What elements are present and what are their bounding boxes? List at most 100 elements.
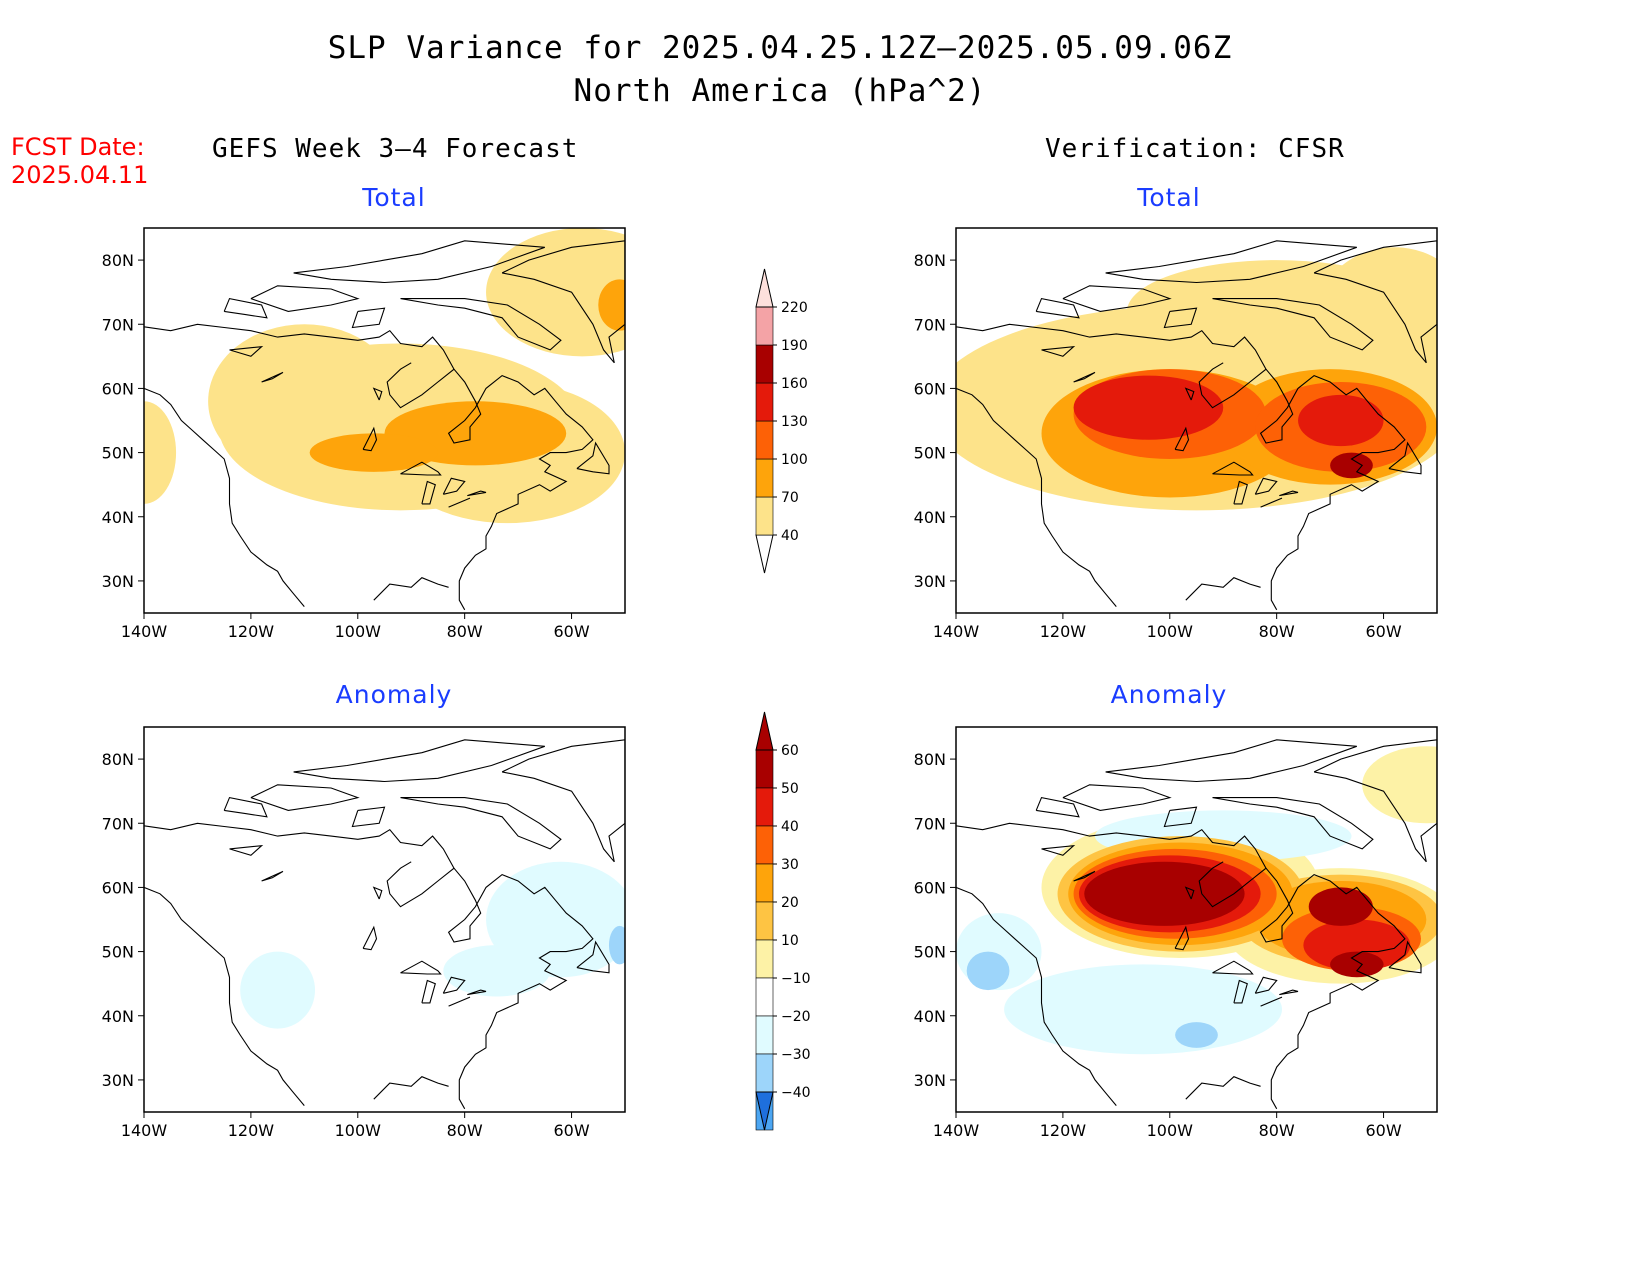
coastline — [250, 285, 360, 312]
colorbar-label: 220 — [781, 300, 808, 316]
colorbar-label: 40 — [781, 528, 799, 544]
colorbar-label: 50 — [781, 781, 799, 797]
coastline — [1254, 976, 1278, 994]
shaded-area — [1330, 951, 1384, 978]
coastline — [1174, 426, 1190, 452]
colorbar-label: 40 — [781, 819, 799, 835]
lat-tick-label: 50N — [914, 943, 946, 962]
coastline — [1212, 797, 1374, 850]
coastline — [1185, 577, 1261, 601]
right-heading: Verification: CFSR — [1045, 134, 1345, 164]
lon-tick-label: 140W — [933, 622, 980, 641]
lat-tick-label: 40N — [914, 508, 946, 527]
coastline — [362, 925, 378, 951]
coastline — [223, 297, 268, 319]
map-panel-obs_total: 30N 40N 50N 60N 70N 80N 140W 120W 100W 80W 60W — [914, 227, 1438, 641]
coastline — [1105, 240, 1357, 284]
coastline — [293, 240, 545, 284]
coastline — [1041, 345, 1076, 357]
coastline — [351, 806, 386, 828]
lat-tick-label: 30N — [914, 1071, 946, 1090]
colorbar-swatch — [755, 787, 774, 827]
coastline — [1035, 297, 1080, 319]
coastline — [1073, 870, 1096, 882]
coastline — [1313, 739, 1437, 863]
shaded-area — [1362, 746, 1437, 824]
shaded-area — [1175, 1022, 1218, 1048]
coastline — [956, 822, 1267, 908]
lat-tick-label: 50N — [102, 943, 134, 962]
coastline — [467, 989, 487, 996]
fcst-date: 2025.04.11 — [11, 161, 149, 189]
coastline — [1233, 979, 1248, 1004]
coastline — [1035, 796, 1080, 818]
lat-tick-label: 60N — [914, 379, 946, 398]
coastline-layer — [144, 240, 625, 611]
lat-tick-label: 80N — [914, 750, 946, 769]
coastline — [373, 577, 449, 601]
shading-layer — [956, 247, 1437, 511]
lat-tick-label: 30N — [914, 572, 946, 591]
map-frame — [143, 227, 626, 614]
colorbar-label: 160 — [781, 376, 808, 392]
lon-tick-label: 120W — [228, 622, 275, 641]
lon-tick-label: 140W — [121, 1121, 168, 1140]
coastline — [956, 886, 1117, 1106]
colorbar-swatch — [755, 977, 774, 1017]
coastline — [421, 480, 436, 505]
lon-tick-label: 60W — [553, 622, 589, 641]
coastline — [373, 1076, 449, 1100]
coastline — [447, 867, 594, 1110]
coastline — [1279, 490, 1299, 497]
lon-tick-label: 100W — [335, 622, 382, 641]
lat-tick-label: 70N — [102, 814, 134, 833]
colorbar-swatch — [755, 420, 774, 460]
fcst-label: FCST Date: — [11, 133, 145, 161]
lat-tick-label: 70N — [914, 814, 946, 833]
shaded-area — [1308, 887, 1373, 926]
coastline — [1388, 940, 1422, 974]
map-frame — [955, 726, 1438, 1113]
lon-tick-label: 60W — [1365, 1121, 1401, 1140]
coastline — [1260, 996, 1283, 1007]
lon-tick-label: 80W — [1259, 1121, 1295, 1140]
shading-layer — [144, 228, 625, 524]
coastline — [1233, 480, 1248, 505]
coastline — [1259, 867, 1406, 1110]
coastline — [1062, 285, 1172, 312]
lon-tick-label: 80W — [447, 622, 483, 641]
lon-tick-label: 80W — [1259, 622, 1295, 641]
map-frame — [143, 726, 626, 1113]
coastline — [400, 461, 442, 476]
colorbar-label: 130 — [781, 414, 808, 430]
coastline — [1313, 240, 1437, 364]
lat-tick-label: 30N — [102, 1071, 134, 1090]
main-title: SLP Variance for 2025.04.25.12Z–2025.05.… — [327, 30, 1233, 66]
colorbar-label: 30 — [781, 857, 799, 873]
lon-tick-label: 100W — [1147, 622, 1194, 641]
coastline — [1184, 886, 1195, 900]
coastline — [293, 739, 545, 783]
colorbar-high-arrow — [755, 268, 774, 308]
colorbar-swatch — [755, 901, 774, 941]
map-panel-fc_anom: 30N 40N 50N 60N 70N 80N 140W 120W 100W 80W 60W — [102, 726, 626, 1140]
colorbar-label: −30 — [781, 1047, 811, 1063]
shaded-area — [966, 951, 1010, 991]
colorbar-label: −20 — [781, 1009, 811, 1025]
colorbar-swatch — [755, 863, 774, 903]
coastline — [372, 387, 383, 401]
coastline — [223, 796, 268, 818]
lat-tick-label: 40N — [102, 508, 134, 527]
lat-tick-label: 80N — [102, 251, 134, 270]
shaded-area — [1330, 452, 1373, 479]
lon-tick-label: 120W — [1040, 622, 1087, 641]
panel-subtitle-fc-anom: Anomaly — [335, 680, 453, 709]
lon-tick-label: 100W — [1147, 1121, 1194, 1140]
coastline — [261, 371, 284, 383]
coastline — [362, 426, 378, 452]
coastline — [956, 323, 1267, 409]
colorbar-swatch — [755, 306, 774, 346]
coastline — [400, 960, 442, 975]
coastline — [144, 323, 455, 409]
